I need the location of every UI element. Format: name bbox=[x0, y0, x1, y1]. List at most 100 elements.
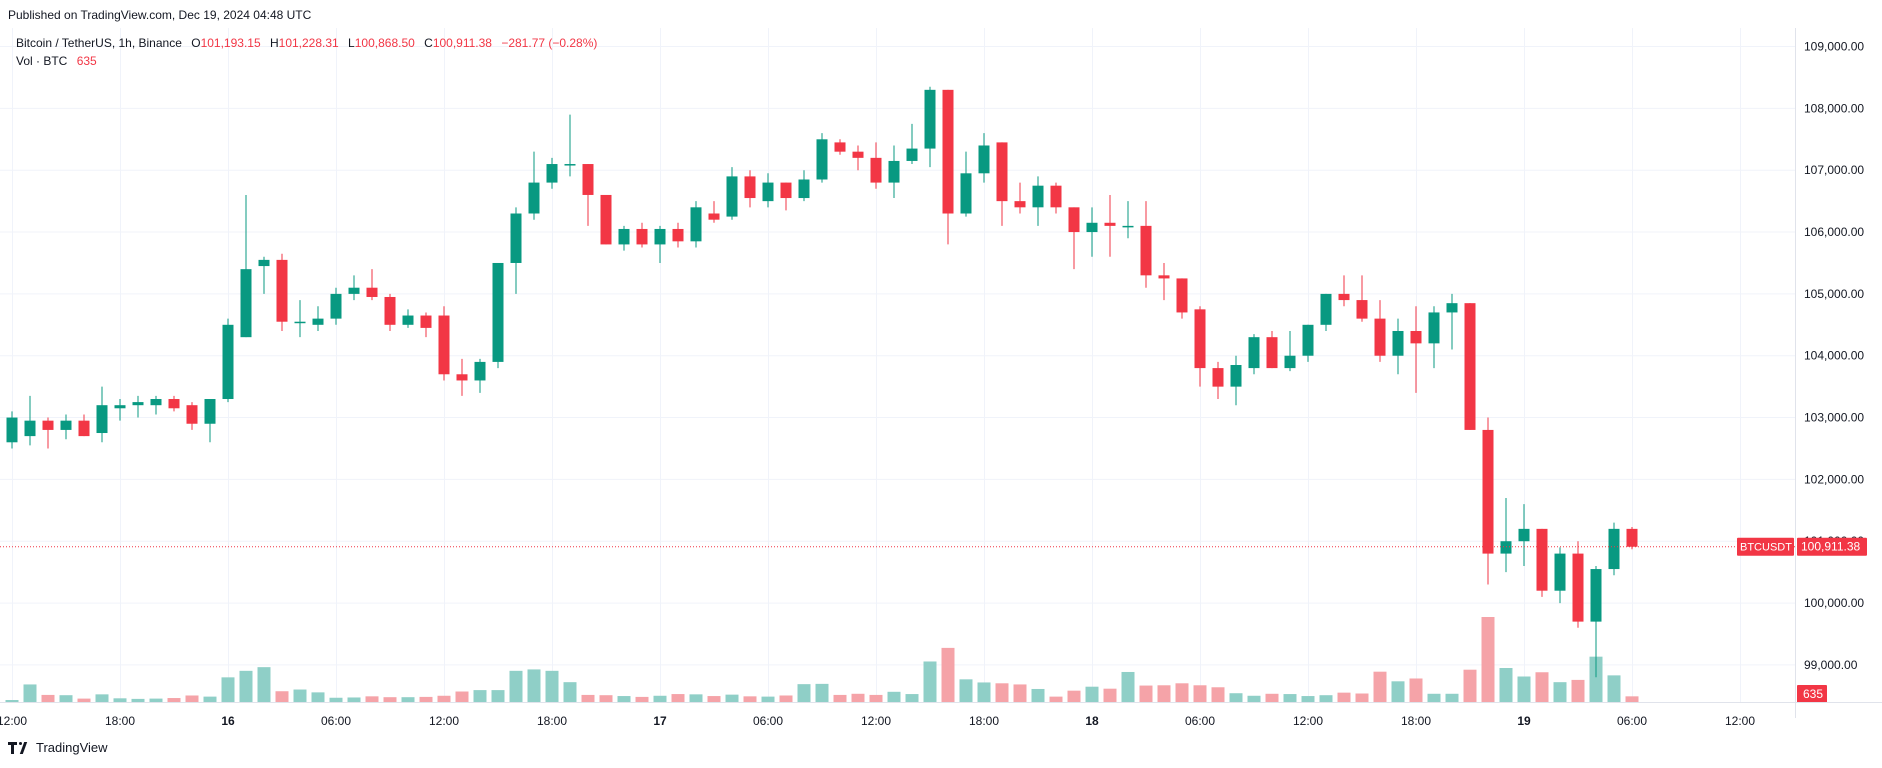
y-tick-label: 99,000.00 bbox=[1804, 658, 1858, 672]
candle-body bbox=[960, 173, 972, 214]
candle-body bbox=[1068, 207, 1080, 233]
volume-bar bbox=[113, 698, 127, 702]
candle-body bbox=[816, 139, 828, 180]
volume-bar bbox=[1571, 679, 1585, 702]
volume-bar bbox=[563, 682, 577, 702]
volume-bar bbox=[275, 691, 289, 702]
volume-bar bbox=[581, 694, 595, 702]
high-key: H bbox=[269, 36, 279, 50]
x-tick-label: 06:00 bbox=[753, 714, 783, 728]
volume-bar bbox=[1067, 690, 1081, 702]
volume-label: Vol · BTC bbox=[16, 54, 68, 68]
volume-bar bbox=[167, 698, 181, 702]
volume-bar bbox=[473, 690, 487, 702]
candle-body bbox=[6, 417, 18, 443]
candle-body bbox=[726, 176, 738, 217]
candle-body bbox=[420, 315, 432, 328]
volume-bar bbox=[923, 661, 937, 702]
x-tick-label: 06:00 bbox=[1617, 714, 1647, 728]
x-tick-label: 12:00 bbox=[0, 714, 27, 728]
volume-bar bbox=[545, 670, 559, 702]
candle-body bbox=[834, 142, 846, 152]
candle-body bbox=[1014, 201, 1026, 208]
volume-bar bbox=[959, 679, 973, 702]
volume-bar bbox=[671, 694, 685, 702]
volume-bar bbox=[23, 684, 37, 702]
volume-bar bbox=[1157, 685, 1171, 702]
y-tick-label: 107,000.00 bbox=[1804, 163, 1864, 177]
candle-body bbox=[1104, 222, 1116, 226]
candle-body bbox=[1050, 185, 1062, 208]
volume-bar bbox=[383, 697, 397, 702]
candle-body bbox=[1500, 541, 1512, 554]
candle-body bbox=[1230, 365, 1242, 387]
volume-bar bbox=[869, 694, 883, 702]
volume-bar bbox=[977, 682, 991, 702]
candle-body bbox=[672, 228, 684, 242]
volume-bar bbox=[1229, 693, 1243, 702]
candle-body bbox=[1572, 553, 1584, 622]
candle-body bbox=[258, 259, 270, 267]
candle-body bbox=[1212, 368, 1224, 387]
symbol-title: Bitcoin / TetherUS, 1h, Binance bbox=[16, 36, 182, 50]
volume-value: 635 bbox=[76, 54, 97, 68]
volume-bar bbox=[491, 690, 505, 702]
candle-body bbox=[1158, 275, 1170, 279]
volume-bar bbox=[707, 696, 721, 702]
candle-body bbox=[1356, 300, 1368, 319]
tradingview-brand: TradingView bbox=[36, 740, 108, 755]
candle-body bbox=[348, 287, 360, 294]
volume-bar bbox=[1625, 696, 1639, 702]
candle-body bbox=[1518, 528, 1530, 542]
candle-body bbox=[1428, 312, 1440, 344]
x-tick-label: 16 bbox=[221, 714, 235, 728]
volume-bar bbox=[329, 697, 343, 702]
candle-body bbox=[870, 157, 882, 183]
volume-bar bbox=[203, 696, 217, 702]
x-tick-label: 17 bbox=[653, 714, 667, 728]
candle-body bbox=[1194, 309, 1206, 369]
x-tick-label: 18:00 bbox=[537, 714, 567, 728]
volume-bar bbox=[1355, 693, 1369, 702]
symbol-badge-label: BTCUSDT bbox=[1740, 542, 1792, 554]
chart-legend: Bitcoin / TetherUS, 1h, Binance O101,193… bbox=[16, 34, 597, 70]
volume-bar bbox=[1463, 669, 1477, 702]
y-tick-label: 106,000.00 bbox=[1804, 225, 1864, 239]
volume-bar bbox=[365, 696, 379, 702]
candle-body bbox=[330, 293, 342, 319]
tradingview-footer[interactable]: TradingView bbox=[8, 740, 108, 755]
volume-bar bbox=[1211, 687, 1225, 702]
volume-bar bbox=[905, 694, 919, 702]
volume-bar bbox=[239, 670, 253, 702]
volume-bar bbox=[797, 684, 811, 702]
candle-body bbox=[1032, 185, 1044, 208]
x-tick-label: 12:00 bbox=[1293, 714, 1323, 728]
candle-body bbox=[582, 164, 594, 195]
candle-body bbox=[294, 321, 306, 324]
volume-bar bbox=[1139, 685, 1153, 702]
volume-bar bbox=[1319, 695, 1333, 702]
volume-bar bbox=[1193, 685, 1207, 702]
y-tick-label: 103,000.00 bbox=[1804, 411, 1864, 425]
candle-body bbox=[366, 287, 378, 297]
y-tick-label: 108,000.00 bbox=[1804, 101, 1864, 115]
candle-body bbox=[1392, 330, 1404, 356]
candle-body bbox=[636, 228, 648, 245]
volume-bar bbox=[1265, 693, 1279, 702]
candle-body bbox=[1626, 528, 1638, 547]
volume-bar bbox=[653, 695, 667, 702]
volume-bar bbox=[761, 696, 775, 702]
candle-body bbox=[276, 259, 288, 322]
tradingview-logo-icon bbox=[8, 741, 30, 754]
volume-bar bbox=[1445, 693, 1459, 702]
volume-bar bbox=[185, 695, 199, 702]
volume-bar bbox=[851, 693, 865, 702]
volume-bar bbox=[1535, 672, 1549, 702]
volume-bar bbox=[1373, 671, 1387, 702]
low-key: L bbox=[348, 36, 355, 50]
y-tick-label: 102,000.00 bbox=[1804, 472, 1864, 486]
x-tick-label: 06:00 bbox=[321, 714, 351, 728]
volume-bar bbox=[725, 694, 739, 702]
volume-bar bbox=[743, 696, 757, 702]
